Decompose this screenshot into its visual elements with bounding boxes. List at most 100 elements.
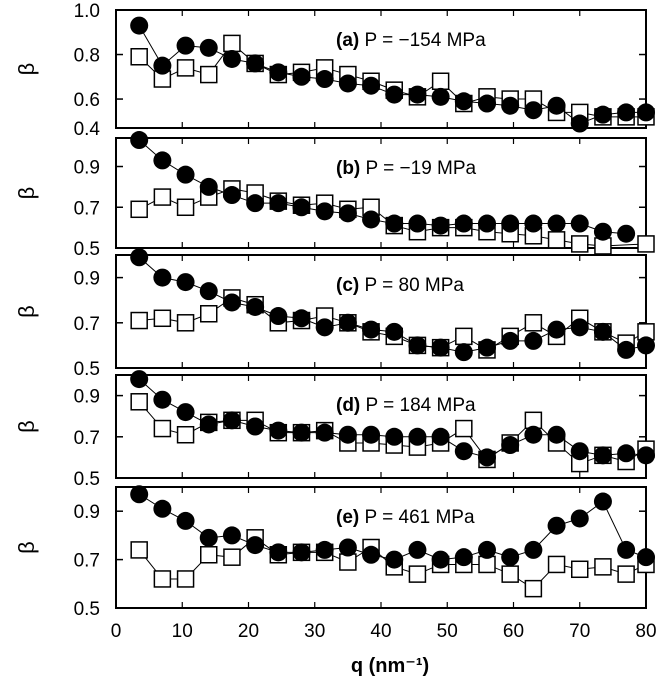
filled-circle-point: [269, 421, 288, 440]
filled-circle-point: [153, 499, 172, 518]
filled-circle-point: [570, 214, 589, 233]
open-square-point: [571, 235, 589, 253]
filled-circle-point: [315, 318, 334, 337]
filled-circle-point: [637, 548, 655, 567]
filled-circle-point: [570, 442, 589, 461]
filled-circle-point: [246, 194, 265, 213]
panel-annotation: (a) P = −154 MPa: [336, 30, 486, 51]
filled-circle-point: [176, 36, 195, 55]
filled-circle-point: [338, 204, 357, 223]
filled-circle-point: [617, 540, 636, 559]
filled-circle-point: [454, 442, 473, 461]
filled-circle-point: [362, 425, 381, 444]
open-square-point: [594, 558, 612, 576]
filled-circle-point: [547, 96, 566, 115]
filled-circle-point: [362, 320, 381, 339]
open-square-point: [455, 327, 473, 346]
open-square-point: [130, 541, 148, 559]
open-square-point: [176, 198, 195, 217]
filled-circle-point: [524, 331, 543, 350]
filled-circle-point: [153, 268, 172, 287]
filled-circle-point: [408, 427, 427, 446]
filled-circle-point: [637, 336, 655, 355]
panel-0: 1.0 0.8 0.6 0.4 β (a) P = −154 MPa: [14, 1, 655, 140]
filled-circle-point: [454, 343, 473, 362]
y-tick-label: 0.6: [74, 90, 100, 111]
open-square-point: [431, 72, 450, 90]
filled-circle-point: [547, 516, 566, 535]
open-square-point: [455, 419, 473, 438]
open-square-point: [130, 311, 148, 330]
x-tick-label: 70: [569, 621, 590, 642]
filled-circle-point: [362, 210, 381, 229]
y-tick-label: 0.7: [74, 198, 100, 219]
filled-circle-point: [570, 318, 589, 337]
filled-circle-point: [408, 336, 427, 355]
panel-frame: [115, 486, 647, 609]
filled-circle-point: [524, 101, 543, 120]
open-series-line: [138, 188, 647, 247]
filled-circle-point: [130, 370, 149, 389]
open-square-point: [501, 565, 519, 583]
panel-4: 0.9 0.7 0.5 β (e) P = 461 MPa: [14, 485, 655, 620]
filled-circle-point: [292, 309, 311, 328]
y-tick-label: 0.5: [74, 359, 100, 380]
open-square-point: [617, 565, 635, 583]
filled-circle-point: [315, 70, 334, 89]
filled-circle-point: [222, 526, 241, 545]
filled-circle-point: [130, 16, 149, 35]
open-square-point: [176, 314, 195, 332]
filled-circle-point: [454, 214, 473, 233]
filled-circle-point: [570, 114, 589, 133]
open-square-point: [547, 555, 566, 574]
y-axis-label: β: [14, 305, 39, 318]
filled-circle-point: [362, 76, 381, 95]
filled-circle-point: [431, 550, 450, 569]
filled-circle-point: [570, 509, 589, 528]
filled-circle-point: [292, 543, 311, 562]
filled-circle-point: [501, 436, 520, 455]
filled-circle-point: [338, 538, 357, 557]
panel-3: 0.9 0.7 0.5 β (d) P = 184 MPa: [14, 370, 655, 490]
y-axis-label: β: [14, 541, 39, 554]
filled-circle-point: [524, 214, 543, 233]
x-axis: 0 10 20 30 40 50 60 70 80: [111, 621, 657, 642]
y-tick-label: 1.0: [74, 1, 100, 22]
filled-circle-point: [246, 417, 265, 436]
filled-circle-point: [501, 548, 520, 567]
filled-circle-point: [292, 198, 311, 217]
panel-annotation: (c) P = 80 MPa: [336, 275, 464, 296]
x-axis-label: q (nm⁻¹): [351, 655, 429, 677]
x-tick-label: 0: [111, 621, 122, 642]
panel-frame: [115, 9, 647, 129]
open-square-point: [130, 200, 148, 219]
filled-circle-point: [385, 550, 404, 569]
open-square-point: [637, 235, 655, 253]
filled-circle-point: [269, 307, 288, 326]
filled-circle-point: [176, 511, 195, 530]
filled-circle-point: [593, 492, 612, 511]
filled-circle-point: [176, 165, 195, 184]
filled-circle-point: [617, 444, 636, 463]
filled-circle-point: [617, 340, 636, 359]
filled-circle-point: [617, 103, 636, 122]
y-tick-label: 0.9: [74, 502, 100, 523]
filled-circle-point: [130, 485, 149, 504]
filled-circle-point: [246, 536, 265, 555]
x-tick-label: 50: [437, 621, 458, 642]
filled-circle-point: [431, 427, 450, 446]
panel-frame: [115, 254, 647, 369]
y-tick-label: 0.5: [74, 469, 100, 490]
y-tick-label: 0.7: [74, 428, 100, 449]
filled-circle-point: [315, 202, 334, 221]
y-tick-label: 0.4: [74, 119, 101, 140]
filled-circle-point: [153, 151, 172, 170]
open-square-point: [223, 34, 241, 53]
filled-circle-point: [385, 214, 404, 233]
filled-circle-point: [593, 446, 612, 465]
panel-annotation: (e) P = 461 MPa: [336, 507, 475, 528]
filled-circle-point: [222, 49, 241, 68]
filled-circle-point: [408, 85, 427, 104]
filled-circle-point: [362, 545, 381, 564]
